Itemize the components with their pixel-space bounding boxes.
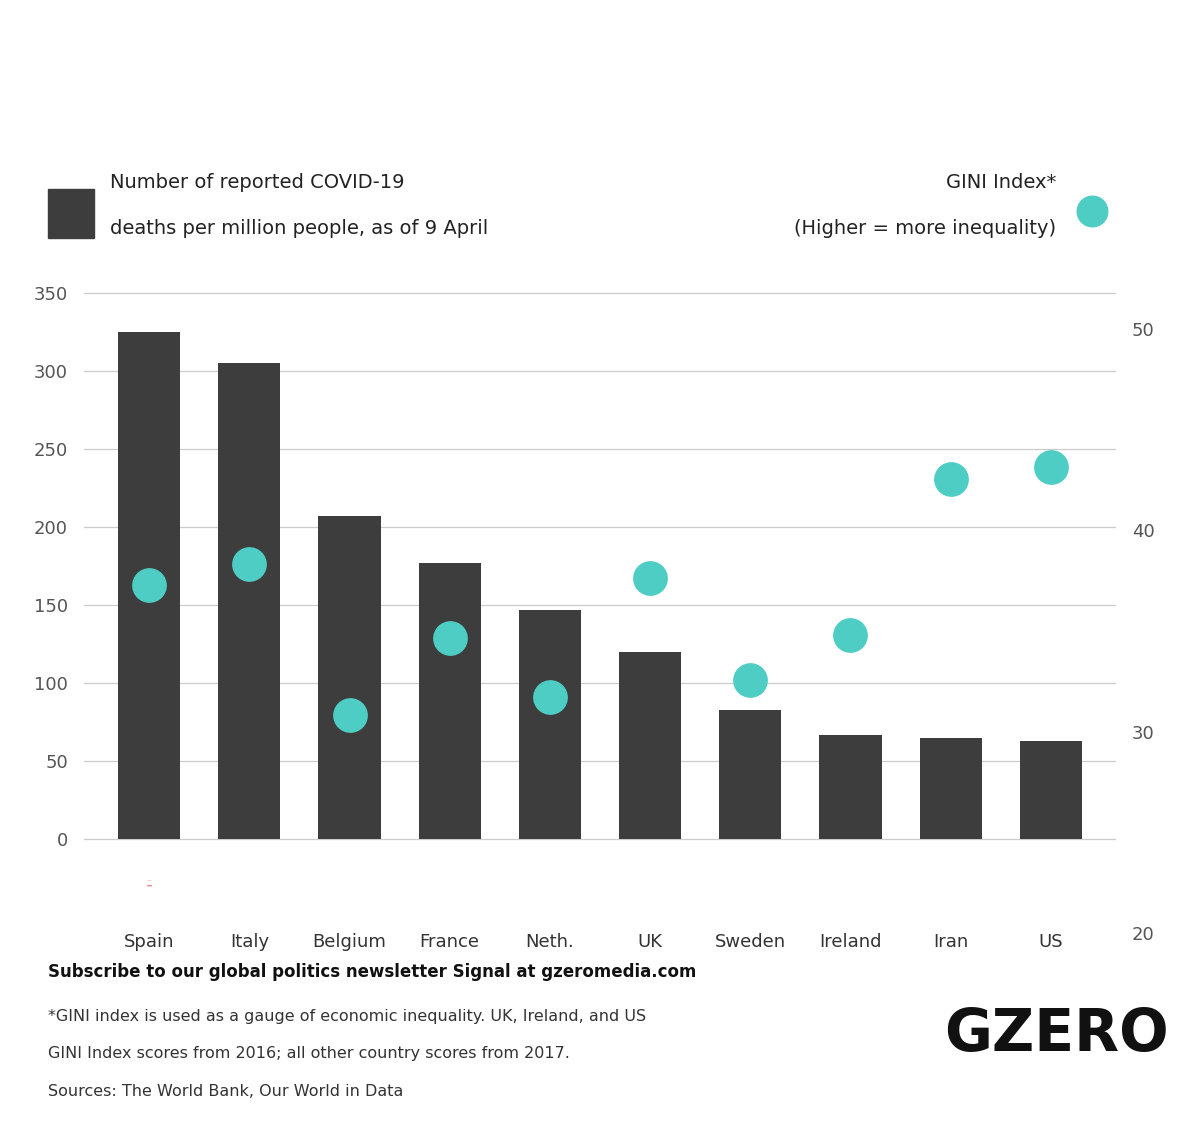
Text: Coronavirus and Income Inequality: Coronavirus and Income Inequality [48,48,1200,110]
FancyBboxPatch shape [362,883,388,884]
Circle shape [612,883,688,884]
FancyBboxPatch shape [863,883,888,884]
Text: Ireland: Ireland [820,933,882,951]
Circle shape [112,883,187,884]
Bar [719,710,781,840]
Text: US: US [1038,933,1063,951]
FancyBboxPatch shape [236,883,262,884]
FancyBboxPatch shape [48,189,94,238]
FancyBboxPatch shape [437,883,462,884]
Bar [118,332,180,840]
Text: Neth.: Neth. [526,933,575,951]
Text: Sources: The World Bank, Our World in Data: Sources: The World Bank, Our World in Da… [48,1085,403,1099]
Text: Number of reported COVID-19: Number of reported COVID-19 [110,173,404,192]
Text: Spain: Spain [124,933,174,951]
Bar [518,610,581,840]
FancyBboxPatch shape [812,883,838,884]
FancyBboxPatch shape [838,883,863,884]
Text: Sweden: Sweden [715,933,786,951]
Bar [619,652,682,840]
Text: UK: UK [637,933,662,951]
Text: Subscribe to our global politics newsletter Signal at gzeromedia.com: Subscribe to our global politics newslet… [48,963,696,981]
FancyBboxPatch shape [337,883,362,884]
Bar [1020,741,1082,840]
Text: France: France [420,933,480,951]
Text: Belgium: Belgium [312,933,386,951]
Bar [218,363,281,840]
Text: *GINI index is used as a gauge of economic inequality. UK, Ireland, and US: *GINI index is used as a gauge of econom… [48,1008,646,1023]
Bar [318,517,380,840]
FancyBboxPatch shape [412,883,437,884]
Bar [820,735,882,840]
Text: GINI Index*: GINI Index* [946,173,1056,192]
Text: Iran: Iran [934,933,968,951]
Text: (Higher = more inequality): (Higher = more inequality) [794,218,1056,238]
FancyBboxPatch shape [312,883,337,884]
FancyBboxPatch shape [462,883,487,884]
Text: GINI Index scores from 2016; all other country scores from 2017.: GINI Index scores from 2016; all other c… [48,1047,570,1062]
Text: GZERO: GZERO [943,1006,1169,1063]
Circle shape [713,883,788,884]
Text: deaths per million people, as of 9 April: deaths per million people, as of 9 April [110,218,488,238]
Text: Italy: Italy [229,933,269,951]
Bar [919,737,982,840]
Bar [419,563,481,840]
FancyBboxPatch shape [211,883,236,884]
FancyBboxPatch shape [262,883,287,884]
